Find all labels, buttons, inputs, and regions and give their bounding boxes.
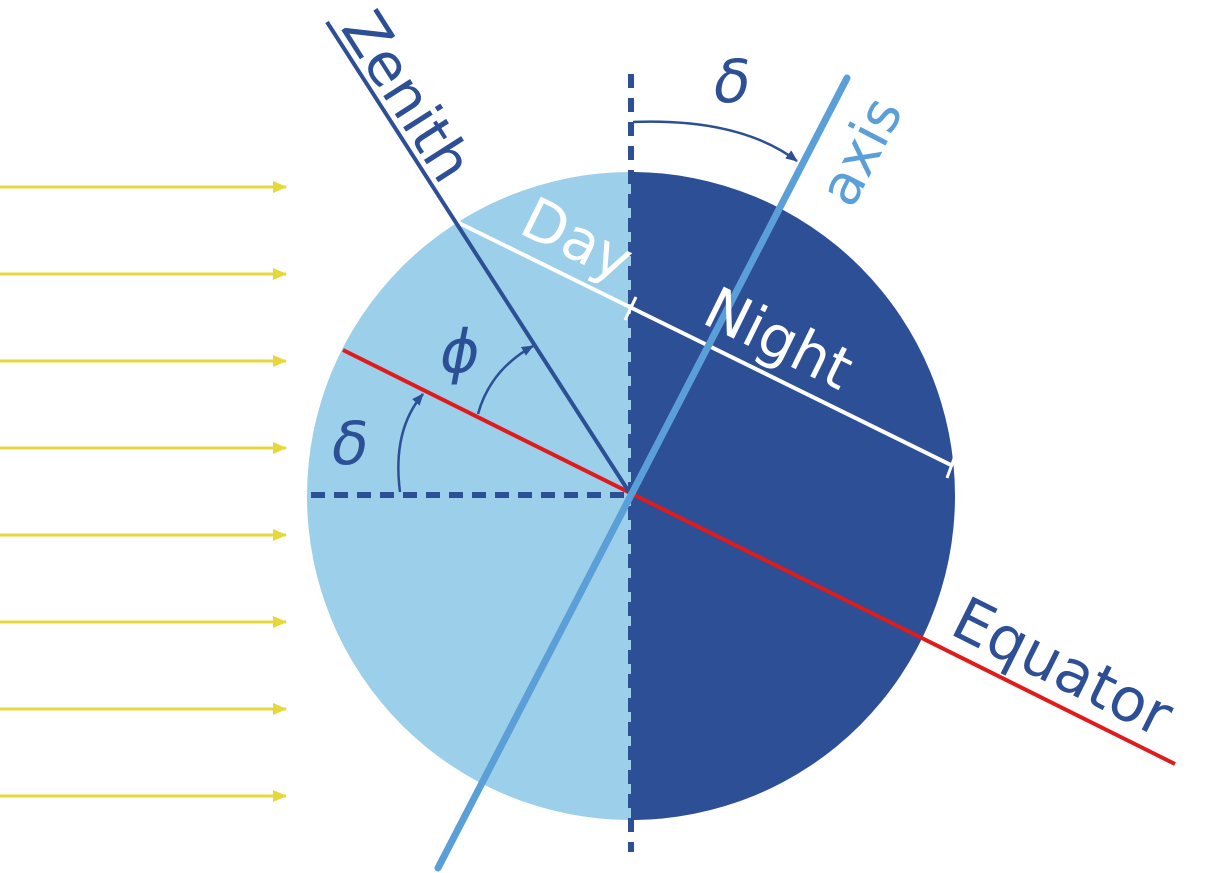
path-tick-end — [945, 455, 957, 479]
zenith-label: Zenith — [328, 0, 486, 194]
delta-arc-top — [632, 120, 798, 162]
sun-rays — [0, 181, 287, 802]
day-night-path-line — [456, 220, 954, 468]
delta-label-left: δ — [332, 409, 369, 479]
phi-arc — [476, 344, 534, 415]
zenith-line — [325, 20, 633, 497]
equator-line — [342, 348, 1176, 766]
path-tick — [623, 296, 638, 321]
earth — [307, 172, 955, 820]
delta-label-top: δ — [714, 47, 751, 117]
phi-label: ϕ — [440, 317, 480, 387]
earth-axis-line — [434, 74, 851, 872]
night-side — [631, 172, 955, 820]
delta-arc-left — [397, 393, 424, 493]
axis-label: axis — [807, 87, 916, 217]
